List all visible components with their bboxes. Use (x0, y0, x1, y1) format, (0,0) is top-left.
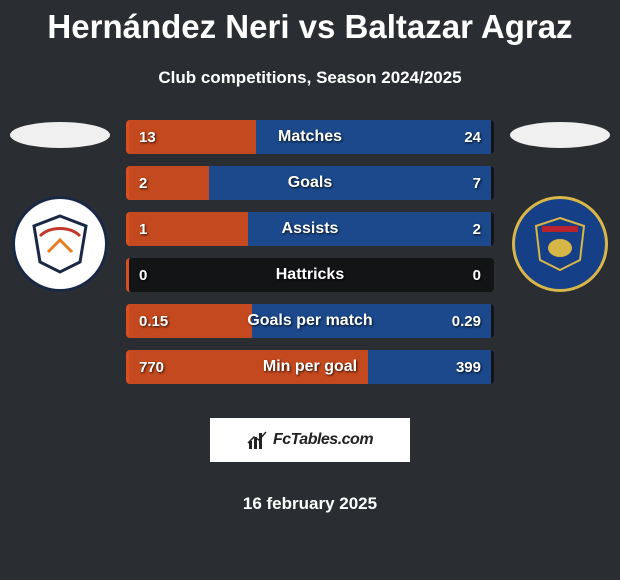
stat-label: Min per goal (129, 350, 491, 384)
stat-label: Hattricks (129, 258, 491, 292)
stat-row: 12Assists (126, 212, 494, 246)
brand-text: FcTables.com (273, 431, 373, 449)
brand-box: FcTables.com (210, 418, 410, 462)
stat-label: Goals per match (129, 304, 491, 338)
stat-row: 1324Matches (126, 120, 494, 154)
right-player-ellipse (510, 122, 610, 148)
left-player-ellipse (10, 122, 110, 148)
stat-label: Assists (129, 212, 491, 246)
subtitle: Club competitions, Season 2024/2025 (0, 46, 620, 88)
stat-row: 27Goals (126, 166, 494, 200)
infographic-root: Hernández Neri vs Baltazar Agraz Club co… (0, 0, 620, 580)
right-club-badge (512, 196, 608, 292)
stat-label: Matches (129, 120, 491, 154)
right-side (500, 120, 620, 292)
date-text: 16 february 2025 (126, 494, 494, 514)
left-club-icon (28, 212, 92, 276)
stat-row: 0.150.29Goals per match (126, 304, 494, 338)
page-title: Hernández Neri vs Baltazar Agraz (0, 0, 620, 46)
stat-row: 770399Min per goal (126, 350, 494, 384)
stats-column: 1324Matches 27Goals 12Assists 00Hattricks 0.… (120, 120, 500, 514)
stat-row: 00Hattricks (126, 258, 494, 292)
columns: 1324Matches 27Goals 12Assists 00Hattricks 0.… (0, 120, 620, 514)
left-club-badge (12, 196, 108, 292)
stats-mount: 1324Matches 27Goals 12Assists 00Hattricks 0.… (126, 120, 494, 384)
right-club-icon (530, 214, 590, 274)
brand-chart-icon (247, 429, 269, 451)
stat-label: Goals (129, 166, 491, 200)
left-side (0, 120, 120, 292)
